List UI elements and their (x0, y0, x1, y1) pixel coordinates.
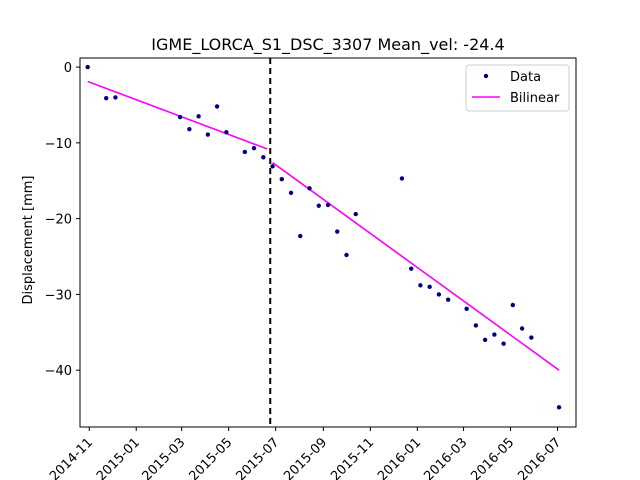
x-tick-label: 2015-05 (186, 435, 235, 480)
bilinear-segment (272, 161, 560, 371)
x-tick-label: 2015-07 (233, 435, 282, 480)
data-point (85, 64, 90, 70)
y-axis-label: Displacement [mm] (21, 176, 36, 305)
data-point (408, 266, 414, 271)
data-point (307, 186, 312, 191)
x-tick-label: 2014-11 (47, 435, 96, 480)
x-tick-label: 2016-03 (421, 435, 470, 480)
chart-title: IGME_LORCA_S1_DSC_3307 Mean_vel: -24.4 (151, 35, 504, 55)
data-point (353, 211, 358, 217)
data-point (529, 335, 534, 340)
data-point (427, 284, 432, 290)
legend-bilinear-label: Bilinear (510, 91, 560, 106)
data-point (335, 229, 340, 234)
data-point (177, 114, 183, 120)
legend-data-label: Data (510, 70, 541, 85)
x-tick-label: 2015-03 (139, 435, 188, 480)
x-tick-label: 2016-01 (375, 435, 424, 480)
data-point (519, 326, 525, 331)
data-point (113, 95, 118, 100)
data-point (510, 302, 516, 308)
data-point (501, 341, 506, 346)
plot-area: 0−10−20−30−402014-112015-012015-032015-0… (45, 57, 577, 480)
data-point (279, 177, 284, 182)
data-point (270, 164, 275, 169)
data-point (196, 114, 201, 119)
data-point (399, 176, 405, 181)
data-point (187, 127, 192, 132)
data-point (344, 252, 349, 258)
data-point (473, 323, 479, 328)
data-point (103, 95, 109, 101)
data-point (316, 203, 321, 208)
data-point (205, 132, 211, 137)
data-point (224, 130, 229, 135)
data-point (492, 332, 497, 337)
data-point (436, 292, 442, 297)
bilinear-segment (87, 80, 268, 150)
x-tick-label: 2015-01 (94, 435, 143, 480)
x-tick-label: 2016-05 (468, 435, 517, 480)
data-point (464, 306, 469, 311)
y-tick-label: 0 (64, 61, 72, 76)
data-point (445, 297, 451, 302)
data-point (298, 233, 303, 239)
data-point (418, 283, 423, 288)
data-point (214, 104, 220, 109)
x-tick-label: 2015-11 (328, 435, 377, 480)
y-tick-label: −40 (45, 364, 72, 379)
x-tick-label: 2015-09 (281, 435, 330, 480)
legend-data-marker (483, 73, 489, 79)
data-point (288, 190, 294, 196)
data-point (482, 337, 488, 343)
data-point (556, 405, 562, 410)
y-tick-label: −20 (45, 213, 72, 228)
x-tick-label: 2016-07 (515, 435, 564, 480)
data-point (242, 149, 248, 155)
legend-box (465, 64, 570, 112)
y-tick-label: −30 (45, 288, 72, 303)
data-point (251, 145, 257, 151)
data-point (325, 202, 331, 208)
axes-frame (79, 57, 577, 428)
y-tick-label: −10 (45, 137, 72, 152)
data-point (261, 155, 266, 160)
